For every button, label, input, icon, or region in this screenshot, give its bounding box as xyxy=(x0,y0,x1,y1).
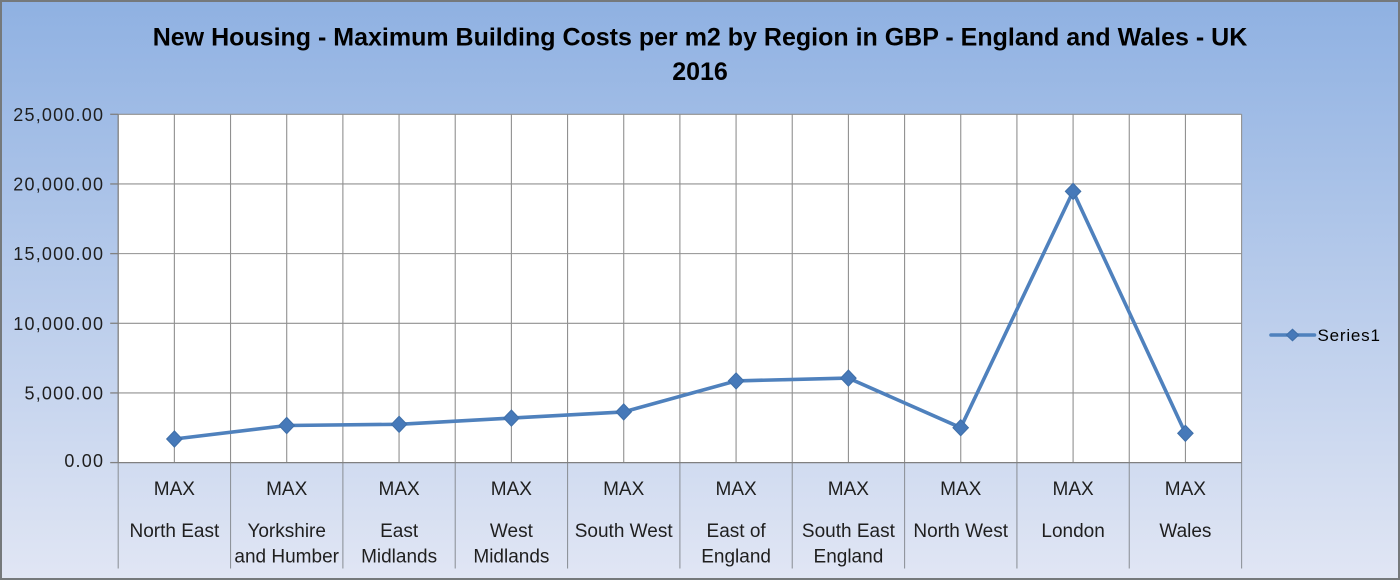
svg-text:Midlands: Midlands xyxy=(473,547,549,568)
svg-text:MAX: MAX xyxy=(828,479,870,500)
svg-text:Yorkshire: Yorkshire xyxy=(247,521,326,542)
svg-text:0.00: 0.00 xyxy=(64,451,104,471)
svg-text:Wales: Wales xyxy=(1159,521,1211,542)
svg-text:MAX: MAX xyxy=(379,479,421,500)
svg-text:Midlands: Midlands xyxy=(361,547,437,568)
svg-text:MAX: MAX xyxy=(266,479,308,500)
svg-text:England: England xyxy=(814,547,884,568)
svg-text:West: West xyxy=(490,521,534,542)
svg-text:2016: 2016 xyxy=(672,58,728,86)
svg-text:15,000.00: 15,000.00 xyxy=(13,244,104,264)
svg-text:MAX: MAX xyxy=(1053,479,1095,500)
svg-text:North West: North West xyxy=(913,521,1008,542)
svg-text:England: England xyxy=(701,547,771,568)
svg-text:MAX: MAX xyxy=(603,479,645,500)
svg-text:New Housing - Maximum Building: New Housing - Maximum Building Costs per… xyxy=(153,24,1248,52)
svg-text:London: London xyxy=(1041,521,1104,542)
svg-text:MAX: MAX xyxy=(716,479,758,500)
svg-text:25,000.00: 25,000.00 xyxy=(13,105,104,125)
svg-text:MAX: MAX xyxy=(1165,479,1207,500)
svg-text:20,000.00: 20,000.00 xyxy=(13,175,104,195)
svg-text:MAX: MAX xyxy=(491,479,533,500)
svg-text:10,000.00: 10,000.00 xyxy=(13,314,104,334)
svg-text:5,000.00: 5,000.00 xyxy=(25,383,105,403)
svg-text:South East: South East xyxy=(802,521,896,542)
svg-text:MAX: MAX xyxy=(154,479,196,500)
svg-text:Series1: Series1 xyxy=(1318,326,1381,345)
svg-text:MAX: MAX xyxy=(940,479,982,500)
svg-text:East: East xyxy=(380,521,419,542)
svg-text:South West: South West xyxy=(575,521,674,542)
svg-text:North East: North East xyxy=(130,521,220,542)
svg-text:East of: East of xyxy=(707,521,767,542)
svg-text:and Humber: and Humber xyxy=(234,547,339,568)
